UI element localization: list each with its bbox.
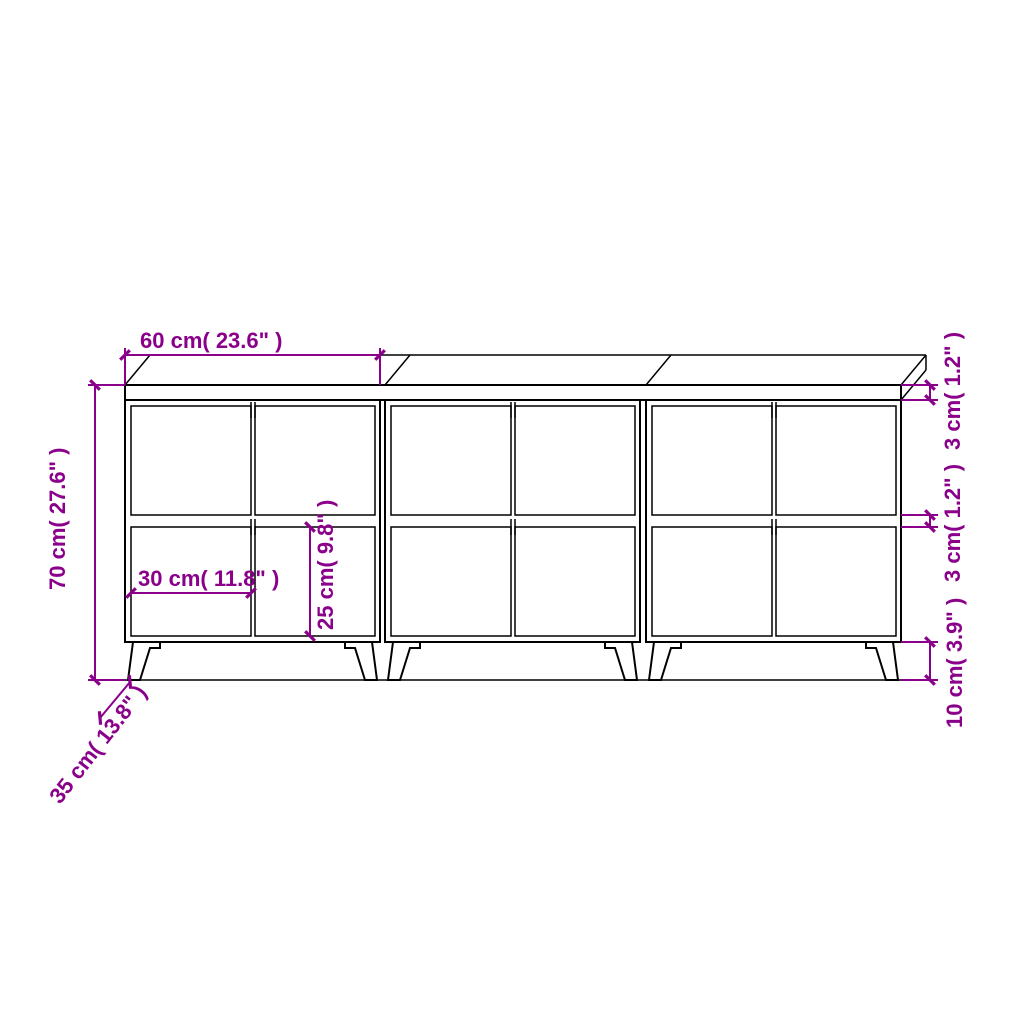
dim-top-3a: 3 cm( 1.2" ) (940, 332, 965, 450)
dim-leg-10: 10 cm( 3.9" ) (942, 598, 967, 728)
dim-gap-3b: 3 cm( 1.2" ) (940, 464, 965, 582)
unit-1 (125, 400, 380, 642)
dim-inner-h25: 25 cm( 9.8" ) (313, 500, 338, 630)
legs (125, 642, 901, 680)
dimension-drawing: 60 cm( 23.6" ) 70 cm( 27.6" ) 35 cm( 13.… (0, 0, 1024, 1024)
dim-width-60: 60 cm( 23.6" ) (140, 328, 283, 353)
unit-2 (385, 400, 640, 642)
cabinet (125, 355, 926, 680)
dim-height-70: 70 cm( 27.6" ) (45, 447, 70, 590)
dim-depth-35: 35 cm( 13.8" ) (44, 680, 151, 808)
unit-3 (646, 400, 901, 642)
dim-inner-w30: 30 cm( 11.8" ) (138, 566, 279, 591)
